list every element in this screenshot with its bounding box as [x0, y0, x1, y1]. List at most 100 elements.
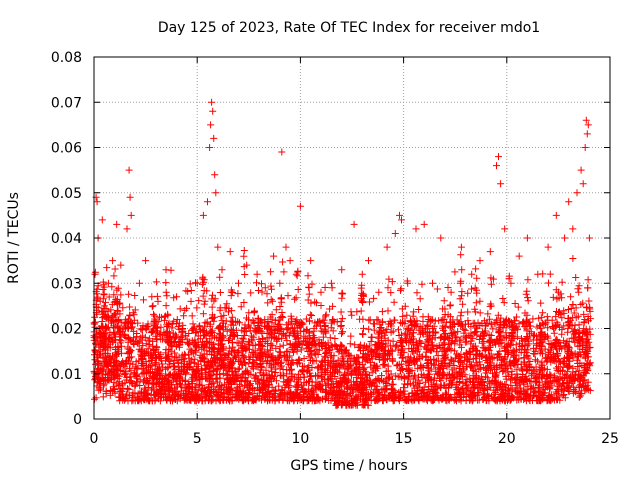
y-tick-label: 0 [73, 412, 82, 428]
roti-point [326, 334, 334, 342]
roti-point [397, 367, 405, 374]
roti-point [537, 366, 545, 374]
roti-point [208, 380, 216, 388]
roti-point [321, 284, 329, 291]
roti-point [184, 287, 192, 295]
roti-point [275, 395, 283, 403]
roti-point [499, 295, 507, 302]
roti-point [529, 315, 537, 323]
roti-point [543, 313, 551, 321]
roti-point [274, 321, 282, 328]
roti-point [300, 379, 308, 387]
roti-point [280, 372, 288, 380]
roti-point [475, 396, 483, 404]
roti-point [249, 365, 257, 373]
roti-point [267, 364, 275, 372]
roti-point [251, 374, 259, 382]
roti-point [580, 377, 588, 385]
roti-point [264, 324, 272, 332]
roti-point [464, 308, 472, 316]
roti-point [580, 310, 588, 318]
x-tick-label: 0 [90, 431, 99, 447]
roti-point [169, 362, 177, 370]
roti-point [473, 361, 481, 369]
roti-point [550, 329, 558, 337]
roti-point [413, 289, 421, 297]
roti-point [513, 313, 521, 321]
roti-point [140, 384, 148, 392]
roti-point [581, 316, 589, 323]
roti-point [427, 339, 435, 347]
roti-point [440, 297, 448, 305]
roti-point [533, 357, 541, 365]
roti-point [521, 363, 529, 371]
roti-point [464, 317, 472, 325]
roti-point [234, 365, 242, 373]
roti-point [298, 386, 306, 394]
roti-point [223, 374, 231, 382]
roti-point [520, 387, 528, 395]
roti-point [95, 360, 103, 367]
roti-point [306, 317, 313, 325]
roti-point [465, 320, 472, 328]
roti-point [276, 364, 284, 372]
roti-point [263, 290, 271, 298]
roti-point [113, 307, 121, 314]
roti-point [268, 342, 276, 350]
roti-point [558, 278, 566, 286]
roti-point [553, 386, 561, 394]
roti-point [494, 379, 502, 387]
roti-point [570, 386, 578, 393]
roti-point [258, 288, 266, 296]
roti-point [385, 275, 393, 283]
roti-point [500, 299, 508, 307]
roti-point [572, 304, 580, 312]
roti-point [457, 397, 465, 405]
roti-point [220, 311, 228, 319]
roti-point [540, 389, 548, 397]
roti-point [271, 397, 279, 405]
roti-point [110, 378, 118, 386]
chart-title: Day 125 of 2023, Rate Of TEC Index for r… [158, 20, 540, 36]
roti-point [415, 337, 423, 345]
roti-point [300, 355, 308, 362]
roti-point [167, 266, 175, 274]
roti-point [235, 364, 243, 372]
roti-point [365, 325, 373, 333]
roti-point [236, 319, 243, 327]
roti-point [478, 351, 486, 359]
roti-point [172, 378, 180, 386]
roti-point [173, 332, 180, 340]
roti-point [170, 317, 178, 325]
roti-point [436, 334, 444, 342]
roti-point [582, 385, 590, 393]
roti-point [143, 323, 151, 331]
roti-point [552, 313, 560, 321]
roti-point [492, 397, 500, 405]
roti-point [467, 330, 475, 338]
roti-point [264, 381, 272, 389]
roti-point [274, 360, 282, 367]
y-tick-label: 0.03 [51, 276, 82, 292]
roti-point [257, 362, 265, 370]
roti-point [416, 295, 424, 303]
roti-point [114, 284, 122, 292]
roti-point [514, 374, 522, 382]
roti-point [264, 397, 271, 405]
roti-point [451, 354, 459, 362]
y-axis-label: ROTI / TECUs [6, 192, 22, 284]
roti-point [394, 361, 402, 369]
roti-point [119, 304, 127, 312]
roti-point [523, 325, 531, 333]
roti-point [366, 298, 373, 306]
roti-point [202, 374, 210, 382]
roti-point [401, 380, 409, 388]
roti-point [445, 371, 453, 379]
roti-point [404, 373, 412, 381]
x-axis-label: GPS time / hours [290, 458, 407, 474]
roti-point [240, 382, 248, 390]
roti-point [372, 393, 380, 401]
roti-point [283, 389, 291, 397]
y-tick-label: 0.01 [51, 367, 82, 383]
